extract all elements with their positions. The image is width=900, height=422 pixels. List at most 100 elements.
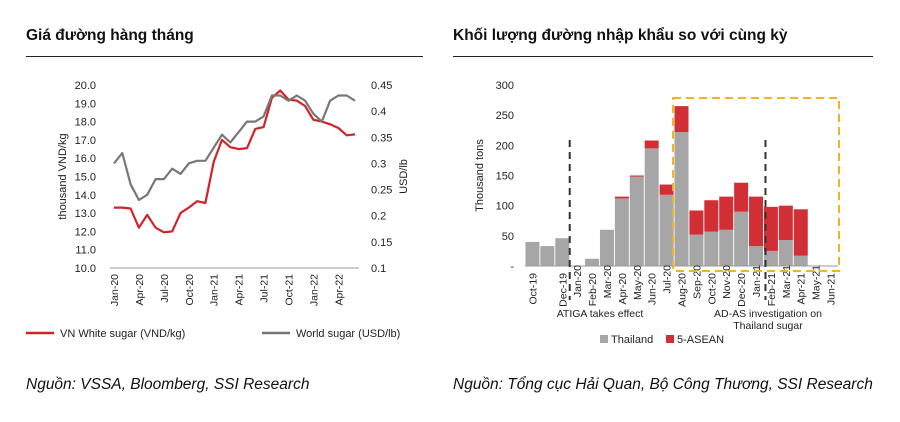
bar-thailand [614, 198, 629, 266]
y-tick-label: 300 [496, 80, 514, 92]
bar-thailand [525, 241, 540, 266]
bar-5-asean [629, 175, 644, 177]
left-y-tick-label: 11.0 [75, 245, 96, 257]
bar-thailand [778, 240, 793, 266]
legend-label-5-asean: 5-ASEAN [677, 334, 724, 346]
left-panel-title: Giá đường hàng tháng [26, 27, 423, 57]
left-y-tick-label: 14.0 [75, 190, 96, 202]
bar-thailand [585, 258, 600, 266]
highlight-box [672, 97, 840, 272]
y-tick-label: 200 [496, 140, 514, 152]
y-tick-label: 250 [496, 110, 514, 122]
x-tick-label: Jan-22 [308, 274, 320, 306]
bar-5-asean [719, 196, 734, 230]
bar-5-asean [674, 106, 689, 133]
x-tick-label: Jul-20 [159, 274, 171, 303]
x-tick-label: Oct-20 [706, 273, 718, 305]
bar-thailand [719, 229, 734, 266]
right-source-note: Nguồn: Tổng cục Hải Quan, Bộ Công Thương… [453, 376, 873, 393]
vn-white-sugar-line [114, 89, 356, 234]
left-y-tick-label: 10.0 [75, 263, 96, 275]
bar-5-asean [734, 182, 749, 212]
bar-5-asean [778, 205, 793, 241]
bar-thailand [734, 211, 749, 266]
left-y-tick-label: 17.0 [75, 135, 96, 147]
right-y-tick-label: 0.2 [371, 211, 386, 223]
legend-label-vn: VN White sugar (VND/kg) [60, 328, 185, 340]
x-tick-label: Oct-20 [184, 274, 196, 306]
y-tick-label: - [510, 261, 514, 273]
right-y-tick-label: 0.35 [371, 132, 392, 144]
bar-5-asean [704, 200, 719, 232]
bar-thailand [674, 132, 689, 266]
x-tick-label: Feb-20 [587, 273, 599, 306]
bar-thailand [644, 148, 659, 266]
left-y-axis-title: thousand VND/kg [57, 133, 69, 219]
bar-thailand [659, 194, 674, 266]
right-y-tick-label: 0.25 [371, 185, 392, 197]
x-tick-label: Oct-19 [527, 273, 539, 305]
left-y-tick-label: 13.0 [75, 208, 96, 220]
left-y-tick-label: 12.0 [75, 226, 96, 238]
x-tick-label: Dec-19 [557, 273, 569, 307]
right-y-tick-label: 0.15 [371, 237, 392, 249]
bar-thailand [763, 250, 778, 266]
bar-thailand [540, 246, 555, 266]
left-source-note: Nguồn: VSSA, Bloomberg, SSI Research [26, 376, 310, 393]
left-y-tick-label: 16.0 [75, 153, 96, 165]
x-tick-label: Dec-20 [736, 273, 748, 307]
legend-swatch-5-asean [666, 335, 674, 343]
bar-5-asean [644, 140, 659, 149]
bar-thailand [629, 176, 644, 266]
x-tick-label: May-21 [811, 265, 823, 300]
right-y-tick-label: 0.45 [371, 80, 392, 92]
right-y-tick-label: 0.4 [371, 106, 386, 118]
x-tick-label: Jan-21 [751, 265, 763, 297]
x-tick-label: Apr-21 [796, 273, 808, 305]
x-tick-label: Apr-22 [333, 274, 345, 306]
legend-swatch-thailand [600, 335, 608, 343]
bar-thailand [749, 246, 764, 266]
x-tick-label: Feb-21 [766, 273, 778, 306]
x-tick-label: Jul-20 [662, 265, 674, 294]
legend-label-world: World sugar (USD/lb) [296, 328, 400, 340]
x-tick-label: Nov-20 [721, 265, 733, 299]
bar-5-asean [659, 184, 674, 195]
left-y-tick-label: 18.0 [75, 117, 96, 129]
import-volume-bar-chart: - 50 100 150 200 250 300 Thousand tons Oct-19 Dec… [474, 80, 840, 346]
right-y-axis-title: USD/lb [398, 159, 410, 194]
bar-thailand [555, 238, 570, 266]
x-tick-label: Jun-20 [647, 273, 659, 305]
x-tick-label: Apr-20 [617, 273, 629, 305]
x-tick-label: Jan-20 [109, 274, 121, 306]
x-tick-label: Apr-21 [234, 274, 246, 306]
right-y-tick-label: 0.1 [371, 263, 386, 275]
bar-5-asean [749, 196, 764, 247]
x-tick-label: Mar-21 [781, 265, 793, 298]
sugar-price-line-chart: 10.0 11.0 12.0 13.0 14.0 15.0 16.0 17.0 18.0 19.0… [26, 80, 410, 340]
right-panel-title: Khối lượng đường nhập khẩu so với cùng k… [453, 27, 873, 57]
x-tick-label: Sep-20 [691, 265, 703, 299]
y-tick-label: 50 [502, 231, 514, 243]
world-sugar-line [113, 94, 356, 202]
x-tick-label: Apr-20 [134, 274, 146, 306]
y-tick-label: 100 [496, 201, 514, 213]
x-tick-label: Mar-20 [602, 265, 614, 298]
bar-thailand [599, 229, 614, 266]
left-y-tick-label: 19.0 [75, 98, 96, 110]
y-tick-label: 150 [496, 171, 514, 183]
bar-thailand [793, 255, 808, 266]
bar-5-asean [793, 209, 808, 256]
right-y-tick-label: 0.3 [371, 158, 386, 170]
x-tick-label: Jan-21 [209, 274, 221, 306]
bar-5-asean [763, 206, 778, 251]
x-tick-label: Oct-21 [284, 274, 296, 306]
x-tick-label: Jun-21 [826, 273, 838, 305]
ad-as-annotation: AD-AS investigation on Thailand sugar [714, 308, 822, 332]
x-tick-label: Jul-21 [259, 274, 271, 303]
x-tick-label: Aug-20 [677, 273, 689, 307]
x-tick-label: May-20 [632, 265, 644, 300]
bar-thailand [704, 231, 719, 266]
y-axis-title: Thousand tons [474, 139, 486, 212]
legend-label-thailand: Thailand [611, 334, 653, 346]
